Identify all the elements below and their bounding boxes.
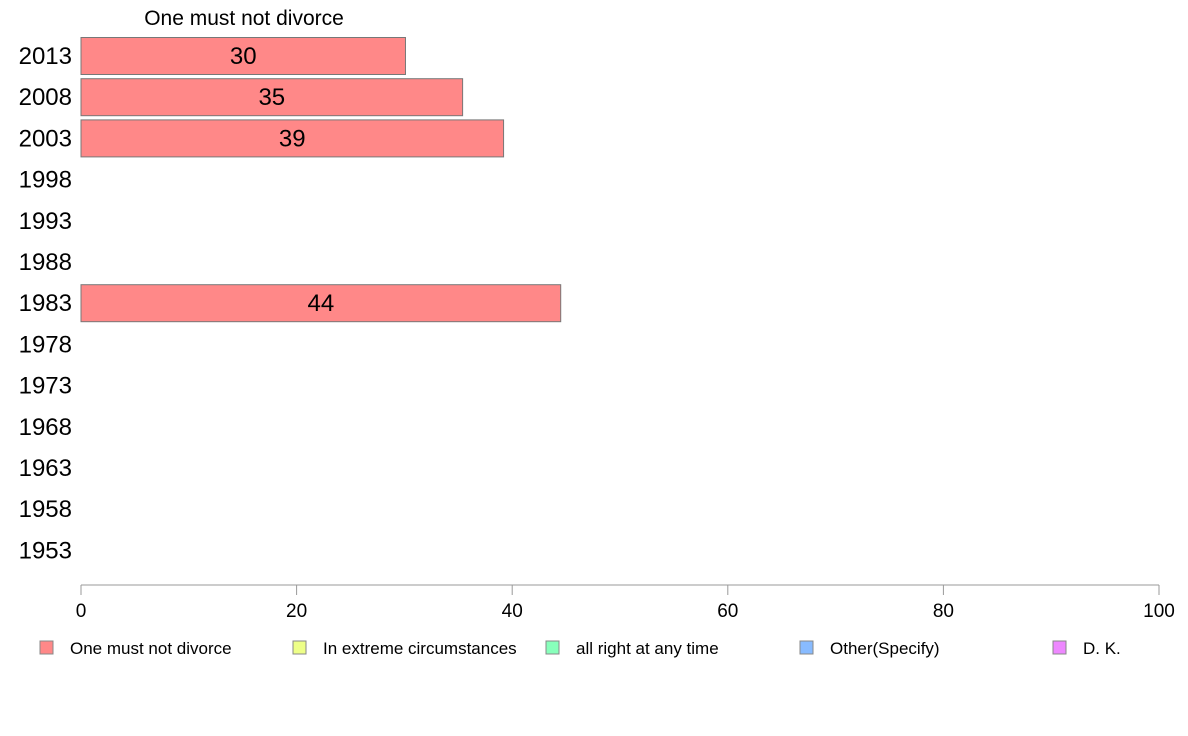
year-label-1978: 1978: [19, 331, 72, 358]
legend-swatch-4: [799, 640, 814, 655]
legend-label-1: One must not divorce: [70, 639, 232, 658]
legend: One must not divorce In extreme circumsta…: [39, 639, 1121, 658]
year-label-1993: 1993: [19, 208, 72, 235]
bar-value-2013: 30: [230, 43, 257, 70]
x-tick-label-0: 0: [76, 601, 87, 622]
year-label-1988: 1988: [19, 249, 72, 276]
year-label-1998: 1998: [19, 167, 72, 194]
series-heading: One must not divorce: [144, 7, 344, 30]
bar-1983: [80, 284, 562, 323]
legend-label-5: D. K.: [1083, 639, 1121, 658]
bar-value-2003: 39: [279, 125, 306, 152]
bar-value-1983: 44: [308, 290, 335, 317]
x-tick-label-100: 100: [1143, 601, 1175, 622]
year-label-1953: 1953: [19, 537, 72, 564]
year-label-1963: 1963: [19, 455, 72, 482]
year-label-1973: 1973: [19, 373, 72, 400]
x-tick-label-20: 20: [286, 601, 307, 622]
legend-swatch-5: [1052, 640, 1067, 655]
legend-swatch-2: [292, 640, 307, 655]
x-tick-label-80: 80: [933, 601, 954, 622]
legend-label-3: all right at any time: [576, 639, 719, 658]
legend-swatch-3: [545, 640, 560, 655]
year-label-1983: 1983: [19, 290, 72, 317]
bar-value-2008: 35: [258, 84, 285, 111]
legend-label-2: In extreme circumstances: [323, 639, 517, 658]
bar-2008: [80, 78, 464, 117]
x-tick-label-40: 40: [502, 601, 523, 622]
legend-label-4: Other(Specify): [830, 639, 940, 658]
year-label-1968: 1968: [19, 414, 72, 441]
year-label-2008: 2008: [19, 84, 72, 111]
year-labels: 2013 2008 2003 1998 1993 1988 1983 1978 1973 1968…: [19, 43, 72, 564]
bar-2003: [80, 119, 505, 158]
x-tick-label-60: 60: [717, 601, 738, 622]
x-axis: 0 20 40 60 80 100: [76, 584, 1175, 622]
year-label-2013: 2013: [19, 43, 72, 70]
legend-swatch-1: [39, 640, 54, 655]
year-label-1958: 1958: [19, 496, 72, 523]
year-label-2003: 2003: [19, 125, 72, 152]
bar-2013: [80, 37, 406, 75]
